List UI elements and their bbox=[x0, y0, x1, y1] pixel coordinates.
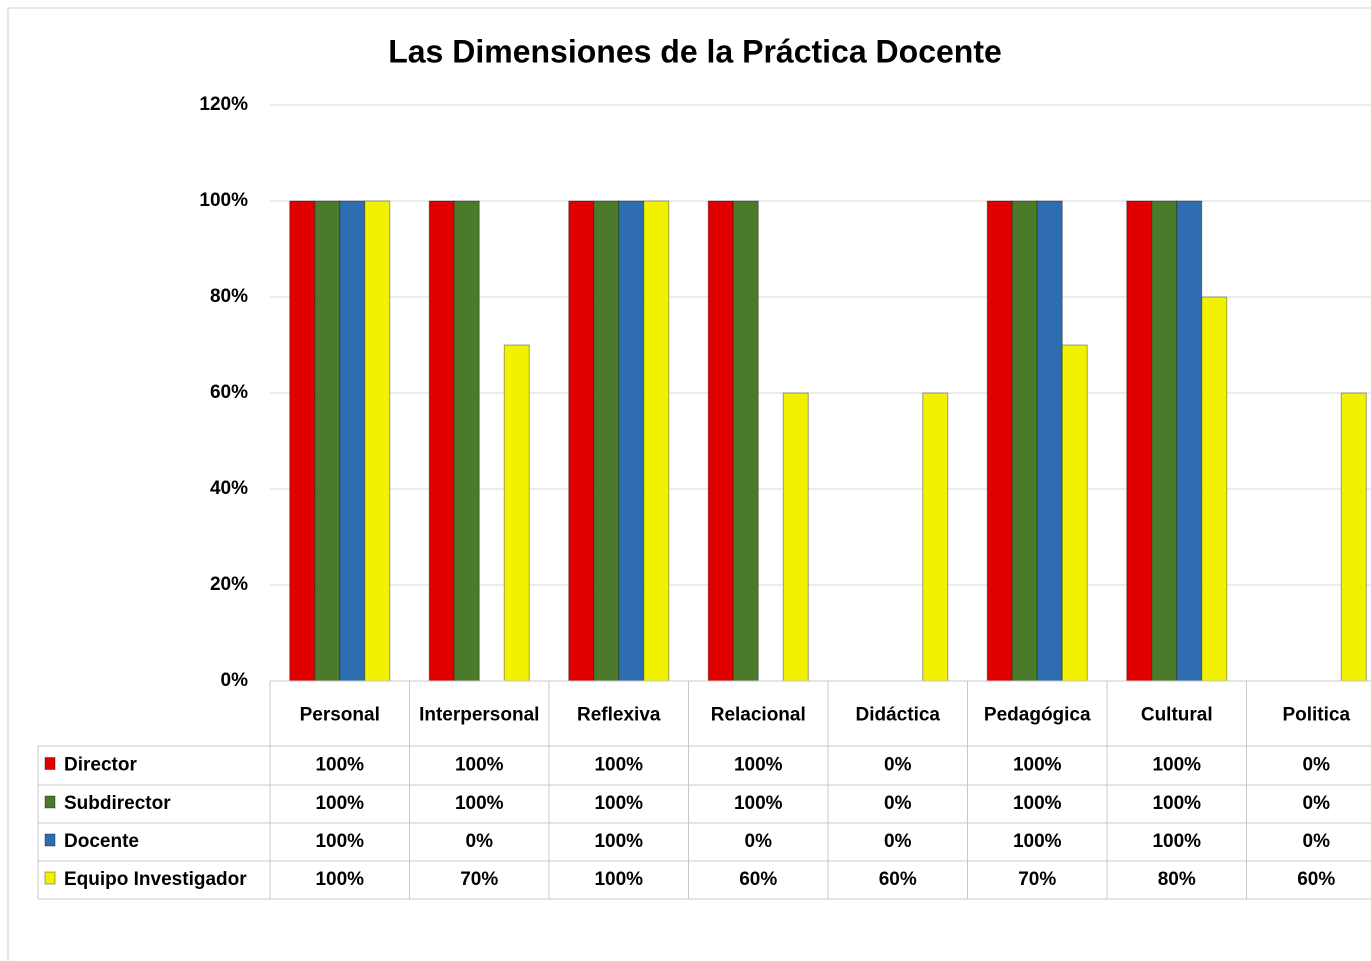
x-tick-label: Personal bbox=[300, 705, 380, 726]
bar bbox=[732, 200, 759, 682]
bar bbox=[568, 200, 595, 682]
legend-label: Subdirector bbox=[64, 793, 171, 814]
table-value: 100% bbox=[315, 793, 364, 814]
table-value: 100% bbox=[455, 755, 504, 776]
table-value: 100% bbox=[455, 793, 504, 814]
table-value: 100% bbox=[1013, 831, 1062, 852]
bar bbox=[364, 200, 391, 682]
legend-label: Docente bbox=[64, 831, 139, 852]
table-value: 0% bbox=[884, 831, 912, 852]
x-tick-label: Reflexiva bbox=[577, 705, 661, 726]
bar bbox=[428, 200, 455, 682]
legend-swatch bbox=[44, 795, 56, 809]
table-value: 100% bbox=[315, 869, 364, 890]
table-value: 100% bbox=[1152, 755, 1201, 776]
table-value: 100% bbox=[594, 869, 643, 890]
bar bbox=[1151, 200, 1178, 682]
table-value: 100% bbox=[734, 793, 783, 814]
table-value: 100% bbox=[594, 831, 643, 852]
table-value: 0% bbox=[466, 831, 494, 852]
bar bbox=[503, 344, 530, 682]
bar bbox=[922, 392, 949, 682]
table-value: 100% bbox=[1013, 793, 1062, 814]
chart-title: Las Dimensiones de la Práctica Docente bbox=[388, 33, 1002, 69]
legend-swatch bbox=[44, 871, 56, 885]
table-value: 100% bbox=[1152, 793, 1201, 814]
table-value: 100% bbox=[594, 793, 643, 814]
bar bbox=[643, 200, 670, 682]
bar bbox=[1340, 392, 1367, 682]
x-tick-label: Cultural bbox=[1141, 705, 1213, 726]
bar bbox=[782, 392, 809, 682]
legend-swatch bbox=[44, 757, 56, 770]
bar bbox=[1036, 200, 1063, 682]
bar bbox=[1126, 200, 1153, 682]
table-value: 70% bbox=[1018, 869, 1056, 890]
y-tick-label: 40% bbox=[210, 478, 248, 499]
table-value: 0% bbox=[745, 831, 773, 852]
x-tick-label: Relacional bbox=[711, 705, 806, 726]
y-tick-label: 120% bbox=[199, 94, 248, 115]
y-tick-label: 0% bbox=[221, 670, 249, 691]
table-value: 60% bbox=[879, 869, 917, 890]
x-tick-label: Politica bbox=[1282, 705, 1350, 726]
legend-label: Director bbox=[64, 755, 137, 776]
legend-swatch bbox=[44, 833, 56, 847]
bar bbox=[593, 200, 620, 682]
table-value: 100% bbox=[315, 755, 364, 776]
table-value: 0% bbox=[1303, 831, 1331, 852]
table-value: 0% bbox=[1303, 755, 1331, 776]
bar bbox=[314, 200, 341, 682]
bar bbox=[1176, 200, 1203, 682]
table-value: 0% bbox=[884, 755, 912, 776]
table-value: 80% bbox=[1158, 869, 1196, 890]
bar bbox=[1201, 296, 1228, 682]
bar bbox=[1011, 200, 1038, 682]
table-value: 100% bbox=[594, 755, 643, 776]
bar bbox=[339, 200, 366, 682]
y-tick-label: 20% bbox=[210, 574, 248, 595]
x-tick-label: Interpersonal bbox=[419, 705, 539, 726]
table-value: 100% bbox=[315, 831, 364, 852]
legend-label: Equipo Investigador bbox=[64, 869, 247, 890]
bar bbox=[453, 200, 480, 682]
x-tick-label: Didáctica bbox=[856, 705, 941, 726]
table-value: 60% bbox=[1297, 869, 1335, 890]
y-tick-label: 80% bbox=[210, 286, 248, 307]
table-value: 0% bbox=[884, 793, 912, 814]
table-value: 0% bbox=[1303, 793, 1331, 814]
table-value: 70% bbox=[460, 869, 498, 890]
bar bbox=[618, 200, 645, 682]
table-value: 60% bbox=[739, 869, 777, 890]
table-value: 100% bbox=[1152, 831, 1201, 852]
bar bbox=[986, 200, 1013, 682]
y-tick-label: 60% bbox=[210, 382, 248, 403]
y-tick-label: 100% bbox=[199, 190, 248, 211]
bar bbox=[707, 200, 734, 682]
table-value: 100% bbox=[1013, 755, 1062, 776]
bar bbox=[1061, 344, 1088, 682]
bar bbox=[289, 200, 316, 682]
x-tick-label: Pedagógica bbox=[984, 705, 1091, 726]
table-value: 100% bbox=[734, 755, 783, 776]
